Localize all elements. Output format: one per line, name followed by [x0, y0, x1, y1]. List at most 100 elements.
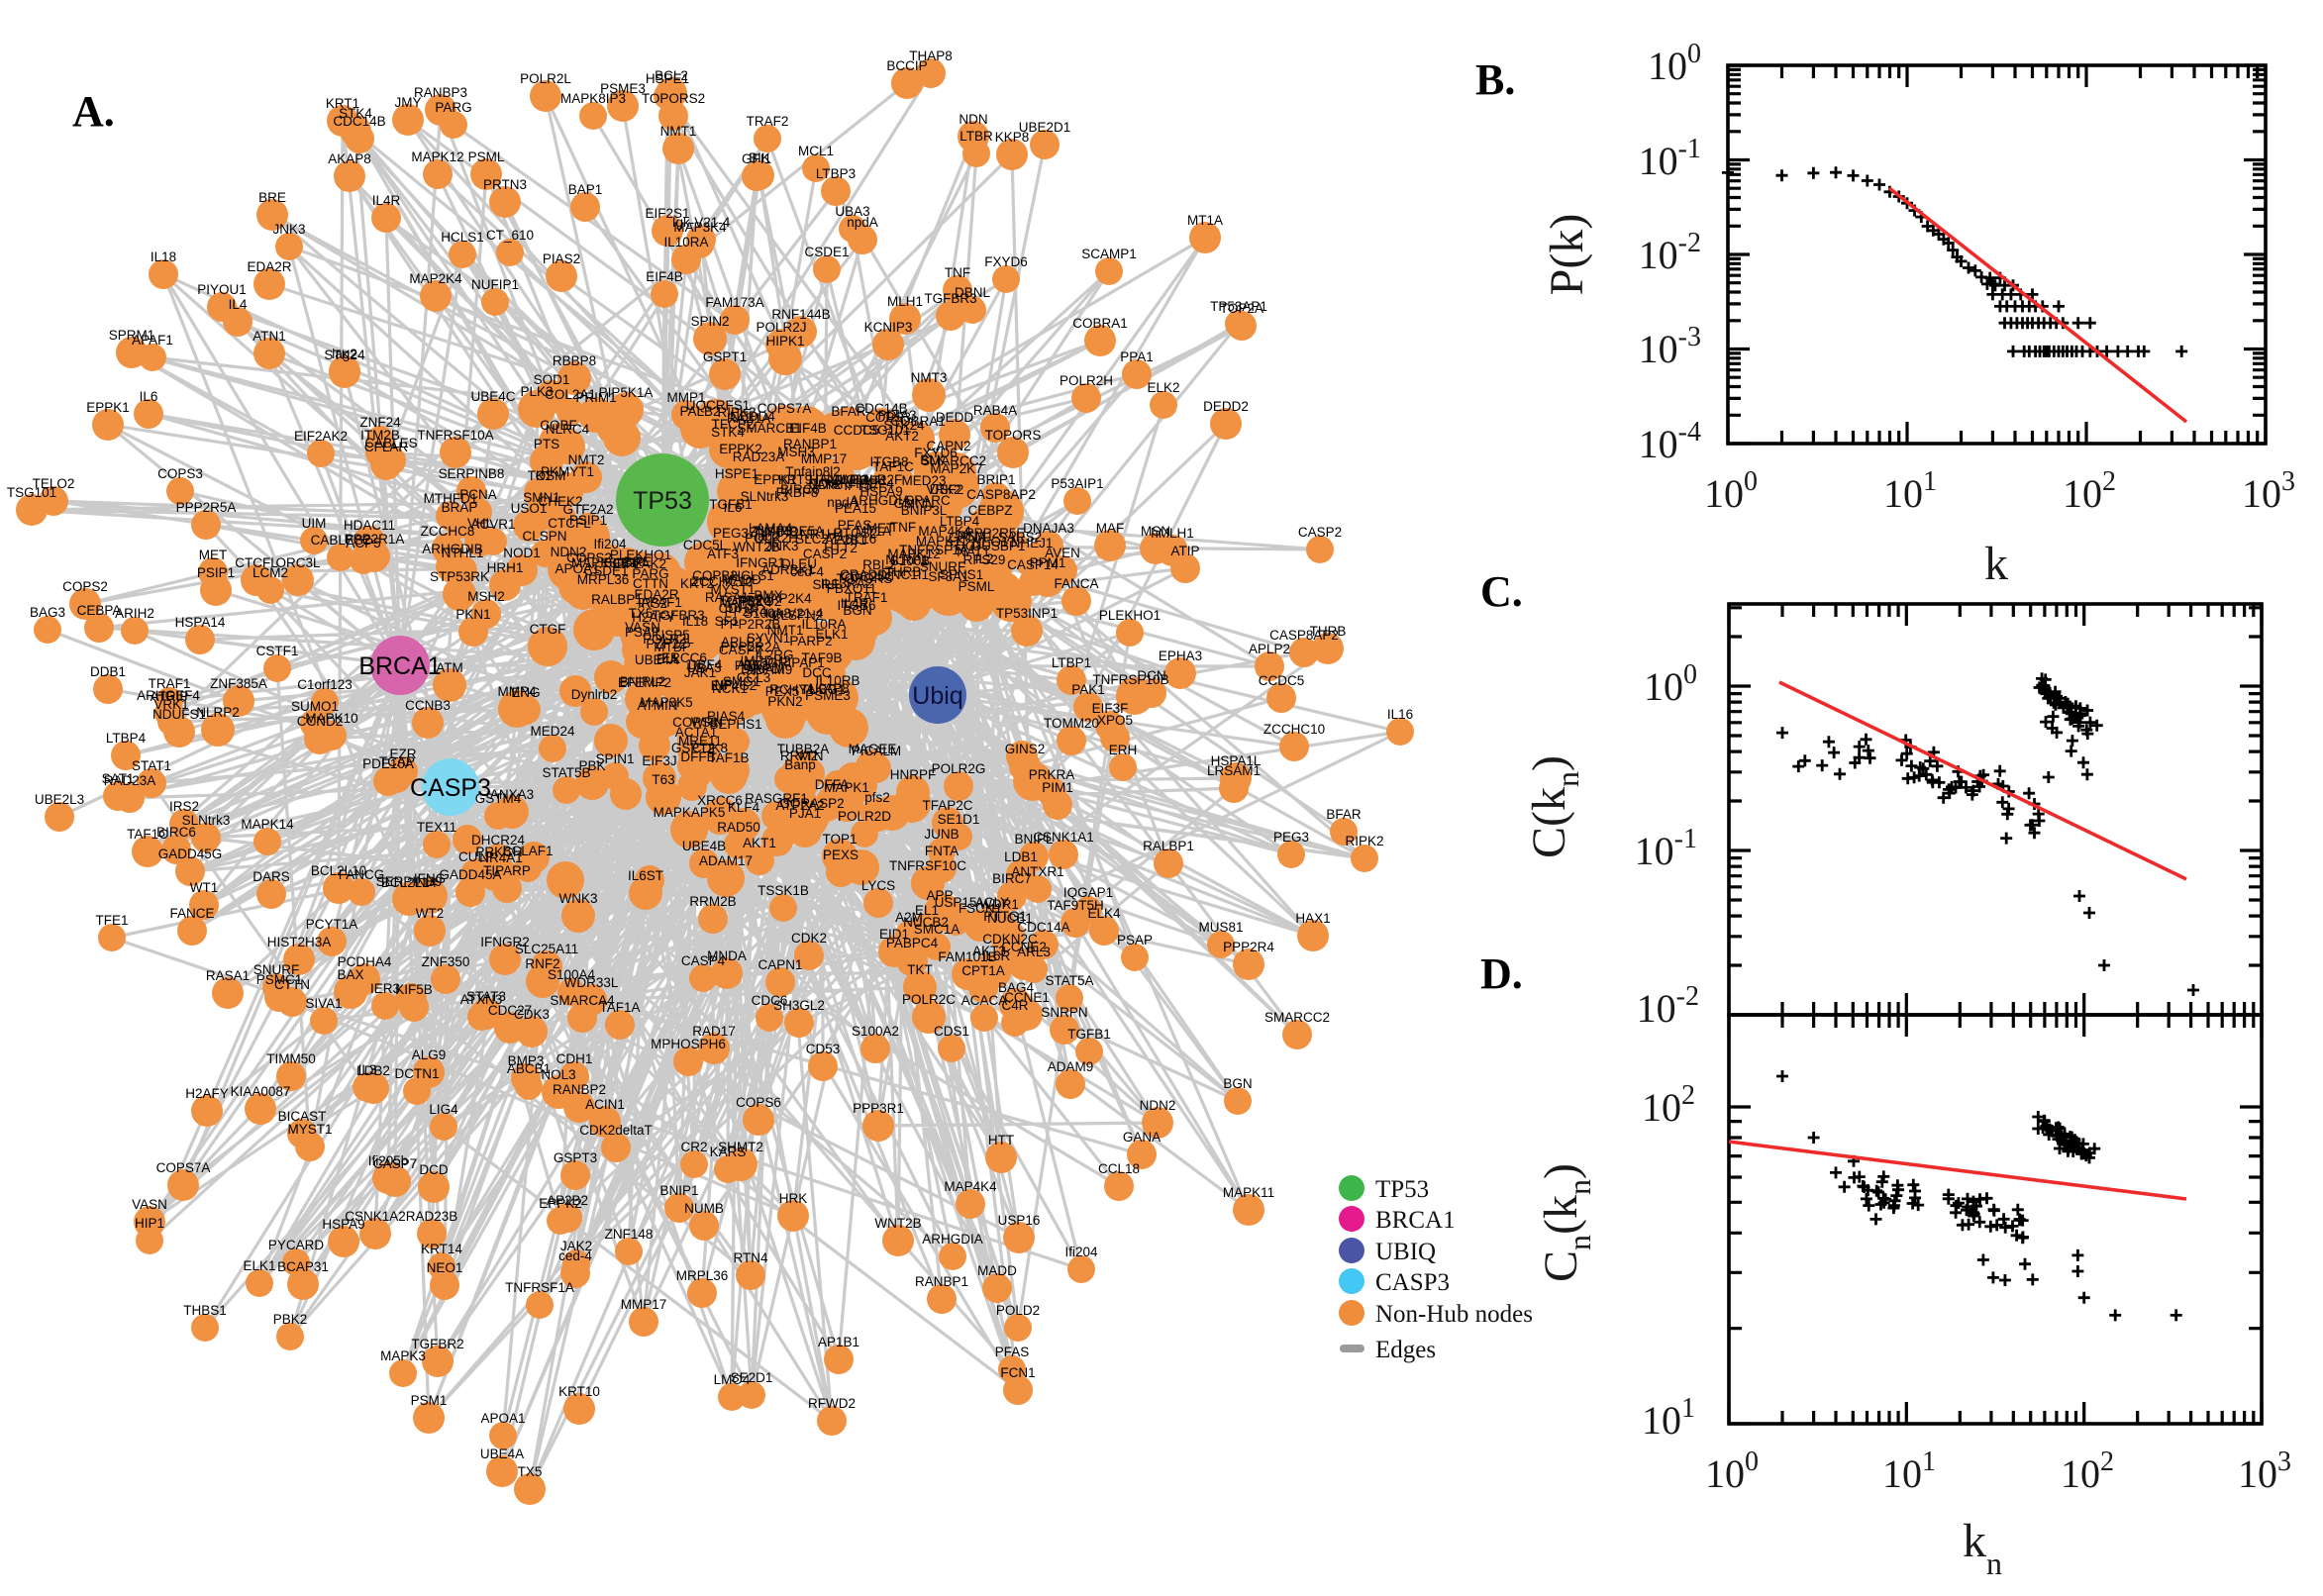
- svg-text:SPNS1: SPNS1: [940, 567, 983, 582]
- svg-text:Non-Hub nodes: Non-Hub nodes: [1375, 1301, 1533, 1328]
- svg-text:SLC27A6: SLC27A6: [795, 532, 853, 547]
- svg-text:ACP5: ACP5: [346, 536, 380, 550]
- svg-text:PYCARD: PYCARD: [268, 1238, 325, 1252]
- svg-text:ARHGEF4: ARHGEF4: [831, 476, 894, 491]
- svg-text:SE2D1: SE2D1: [731, 1370, 773, 1385]
- svg-text:GSPT1: GSPT1: [703, 349, 747, 364]
- svg-text:Ubiq: Ubiq: [912, 682, 962, 710]
- svg-text:KIF5B: KIF5B: [395, 982, 433, 997]
- svg-text:CSTF1: CSTF1: [256, 644, 299, 658]
- svg-text:PEX5: PEX5: [765, 684, 800, 699]
- svg-text:NAT1: NAT1: [957, 545, 990, 559]
- svg-text:PSAP: PSAP: [1117, 933, 1153, 948]
- svg-text:ALG9: ALG9: [412, 1047, 447, 1062]
- svg-text:CDKN2C: CDKN2C: [982, 932, 1038, 947]
- svg-text:GANA: GANA: [1123, 1130, 1161, 1145]
- svg-text:MSN: MSN: [1141, 524, 1170, 539]
- svg-text:CASP7: CASP7: [373, 1156, 417, 1171]
- svg-text:NUMB: NUMB: [684, 1201, 724, 1216]
- svg-text:POLR2L: POLR2L: [643, 632, 694, 647]
- svg-text:STK24: STK24: [883, 418, 925, 433]
- svg-text:HSPE1: HSPE1: [715, 466, 758, 481]
- svg-text:ANXA3: ANXA3: [490, 787, 534, 802]
- svg-text:ELK2: ELK2: [1147, 380, 1179, 395]
- svg-text:hMLH1: hMLH1: [1151, 526, 1194, 541]
- svg-text:SMARCB1: SMARCB1: [737, 421, 801, 436]
- svg-text:AP1B1: AP1B1: [818, 1335, 859, 1349]
- svg-text:T63: T63: [652, 772, 674, 787]
- svg-text:TNFRSF10C: TNFRSF10C: [889, 858, 966, 873]
- svg-text:HNRPF: HNRPF: [890, 767, 937, 782]
- svg-text:RFWD2: RFWD2: [808, 1396, 856, 1411]
- svg-text:PTS: PTS: [534, 437, 559, 451]
- svg-text:10-1: 10-1: [1635, 824, 1697, 873]
- svg-text:AP2B2: AP2B2: [547, 1193, 588, 1208]
- svg-text:CABLES2: CABLES2: [311, 533, 371, 548]
- svg-text:BRCA1: BRCA1: [1375, 1207, 1456, 1234]
- svg-text:SF3A1: SF3A1: [928, 569, 968, 584]
- svg-text:TAF1A: TAF1A: [599, 1000, 640, 1015]
- svg-text:BAG4: BAG4: [998, 980, 1035, 995]
- svg-text:USO1: USO1: [511, 501, 548, 516]
- svg-text:PJA1: PJA1: [789, 806, 821, 821]
- svg-text:EIF3J: EIF3J: [642, 753, 676, 768]
- svg-text:MTHFD1: MTHFD1: [424, 491, 478, 506]
- svg-text:PDI: PDI: [762, 661, 785, 676]
- svg-text:THBS1: THBS1: [183, 1303, 227, 1318]
- svg-text:UBE2L3: UBE2L3: [35, 792, 84, 807]
- svg-text:SLC25A11: SLC25A11: [515, 942, 578, 956]
- svg-text:IL2: IL2: [975, 551, 994, 566]
- svg-text:RANBP2: RANBP2: [553, 1082, 606, 1097]
- svg-text:LTBP4: LTBP4: [940, 514, 980, 529]
- svg-text:MAP2K4: MAP2K4: [409, 271, 462, 286]
- svg-text:PEA15: PEA15: [835, 501, 876, 516]
- svg-text:CCDC5: CCDC5: [834, 423, 880, 438]
- svg-text:DEDD2: DEDD2: [1203, 399, 1249, 414]
- svg-text:100: 100: [1704, 466, 1758, 516]
- svg-text:HIST2H3A: HIST2H3A: [267, 935, 332, 949]
- svg-text:RALBP1: RALBP1: [1143, 839, 1194, 853]
- svg-text:PARG: PARG: [435, 100, 471, 115]
- svg-text:BCLAF1: BCLAF1: [502, 844, 553, 858]
- svg-text:NDN: NDN: [808, 477, 837, 492]
- svg-text:PPP2R5A: PPP2R5A: [176, 500, 237, 515]
- svg-text:PSIP1: PSIP1: [569, 513, 607, 528]
- svg-text:TFE1: TFE1: [95, 913, 128, 928]
- svg-text:SLNtrk3: SLNtrk3: [741, 489, 789, 504]
- svg-text:BCL2L10: BCL2L10: [311, 863, 366, 878]
- svg-text:WT2: WT2: [416, 906, 445, 921]
- svg-text:TELO2: TELO2: [33, 476, 75, 491]
- svg-text:ATP2A2: ATP2A2: [775, 798, 824, 813]
- svg-text:CDK3: CDK3: [514, 1007, 550, 1022]
- svg-text:VRK2: VRK2: [926, 482, 960, 497]
- svg-text:IL2RG: IL2RG: [755, 648, 793, 662]
- svg-text:ERCC6: ERCC6: [661, 650, 707, 665]
- svg-text:HUWE1: HUWE1: [821, 472, 869, 487]
- svg-text:CCDC5: CCDC5: [1259, 673, 1305, 688]
- svg-text:ARHGEF4: ARHGEF4: [137, 688, 200, 703]
- svg-text:TUBB2A: TUBB2A: [777, 742, 830, 756]
- svg-text:MAPK12: MAPK12: [411, 150, 463, 164]
- svg-text:PSML: PSML: [468, 150, 505, 164]
- svg-text:SYVN1: SYVN1: [747, 631, 790, 646]
- svg-text:CASP3: CASP3: [410, 774, 491, 802]
- svg-text:MAPK3: MAPK3: [380, 1348, 426, 1363]
- svg-text:CDC27: CDC27: [488, 1003, 532, 1018]
- svg-text:NUFIP1: NUFIP1: [471, 277, 519, 292]
- svg-text:UBA3: UBA3: [686, 660, 721, 675]
- svg-text:MAPK12: MAPK12: [887, 547, 940, 561]
- svg-text:TGFBR2: TGFBR2: [411, 1337, 463, 1351]
- svg-text:PSIP1: PSIP1: [197, 565, 235, 580]
- svg-text:IL6R: IL6R: [982, 948, 1011, 963]
- svg-text:SPARC: SPARC: [905, 493, 951, 508]
- svg-text:CASP4: CASP4: [681, 953, 726, 968]
- svg-text:GADD45G: GADD45G: [158, 847, 223, 861]
- svg-text:EIF2S1: EIF2S1: [645, 206, 689, 221]
- svg-text:IER3: IER3: [370, 981, 400, 996]
- svg-text:AKT2: AKT2: [885, 429, 919, 444]
- svg-text:MAGEE: MAGEE: [849, 742, 897, 756]
- svg-text:JAK2: JAK2: [810, 477, 842, 492]
- svg-text:NMT1: NMT1: [767, 623, 804, 638]
- svg-text:CAPN2: CAPN2: [926, 439, 970, 453]
- svg-text:APLP2: APLP2: [1249, 642, 1290, 656]
